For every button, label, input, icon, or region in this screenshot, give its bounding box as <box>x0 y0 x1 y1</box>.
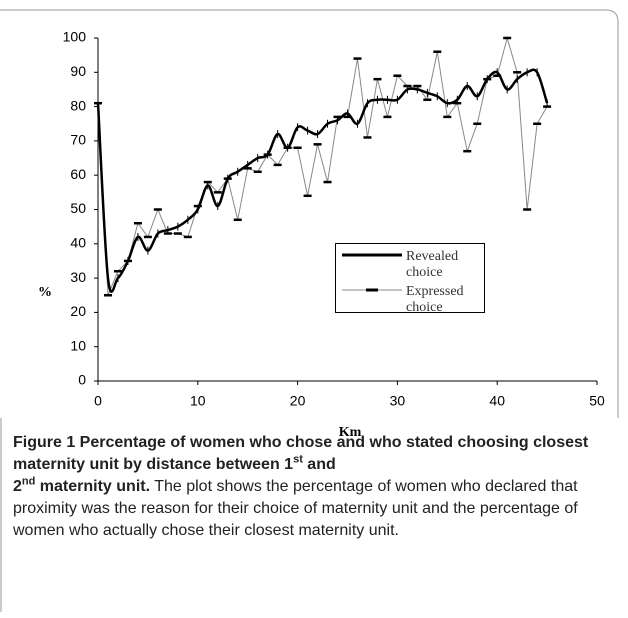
caption-title-text: maternity unit. <box>35 478 151 495</box>
x-tick-label: 30 <box>390 393 406 409</box>
x-axis-label: Km <box>339 425 362 440</box>
y-tick-label: 20 <box>70 303 86 319</box>
legend-label: Expressed choice <box>406 284 464 315</box>
x-tick-label: 40 <box>489 393 505 409</box>
y-tick-label: 0 <box>78 372 86 388</box>
y-tick-label: 60 <box>70 166 86 182</box>
legend-swatch <box>342 253 402 257</box>
caption-title-text: Figure 1 Percentage of women who chose a… <box>13 434 589 473</box>
x-tick-label: 20 <box>290 393 306 409</box>
legend: Revealed choice Expressed choice <box>335 243 485 315</box>
y-tick-label: 70 <box>70 132 86 148</box>
superscript: st <box>293 453 303 466</box>
y-tick-label: 30 <box>70 269 86 285</box>
y-tick-label: 100 <box>63 29 87 45</box>
legend-label: Revealed choice <box>406 249 459 280</box>
caption-body: The plot shows the percentage of women w… <box>13 478 578 539</box>
caption-title: Figure 1 Percentage of women who chose a… <box>13 434 588 495</box>
superscript: nd <box>21 475 36 488</box>
y-tick-label: 50 <box>70 200 86 216</box>
x-tick-label: 50 <box>589 393 605 409</box>
y-tick-label: 40 <box>70 235 86 251</box>
y-tick-label: 80 <box>70 97 86 113</box>
frame <box>0 9 619 418</box>
x-tick-label: 0 <box>94 393 102 409</box>
caption: Figure 1 Percentage of women who chose a… <box>13 432 613 542</box>
caption-title-text: and <box>302 456 336 473</box>
caption-title-text: 2 <box>13 478 22 495</box>
y-tick-label: 10 <box>70 337 86 353</box>
x-tick-label: 10 <box>190 393 206 409</box>
y-tick-label: 90 <box>70 63 86 79</box>
y-axis-label: % <box>38 285 52 300</box>
legend-swatch <box>342 288 402 292</box>
